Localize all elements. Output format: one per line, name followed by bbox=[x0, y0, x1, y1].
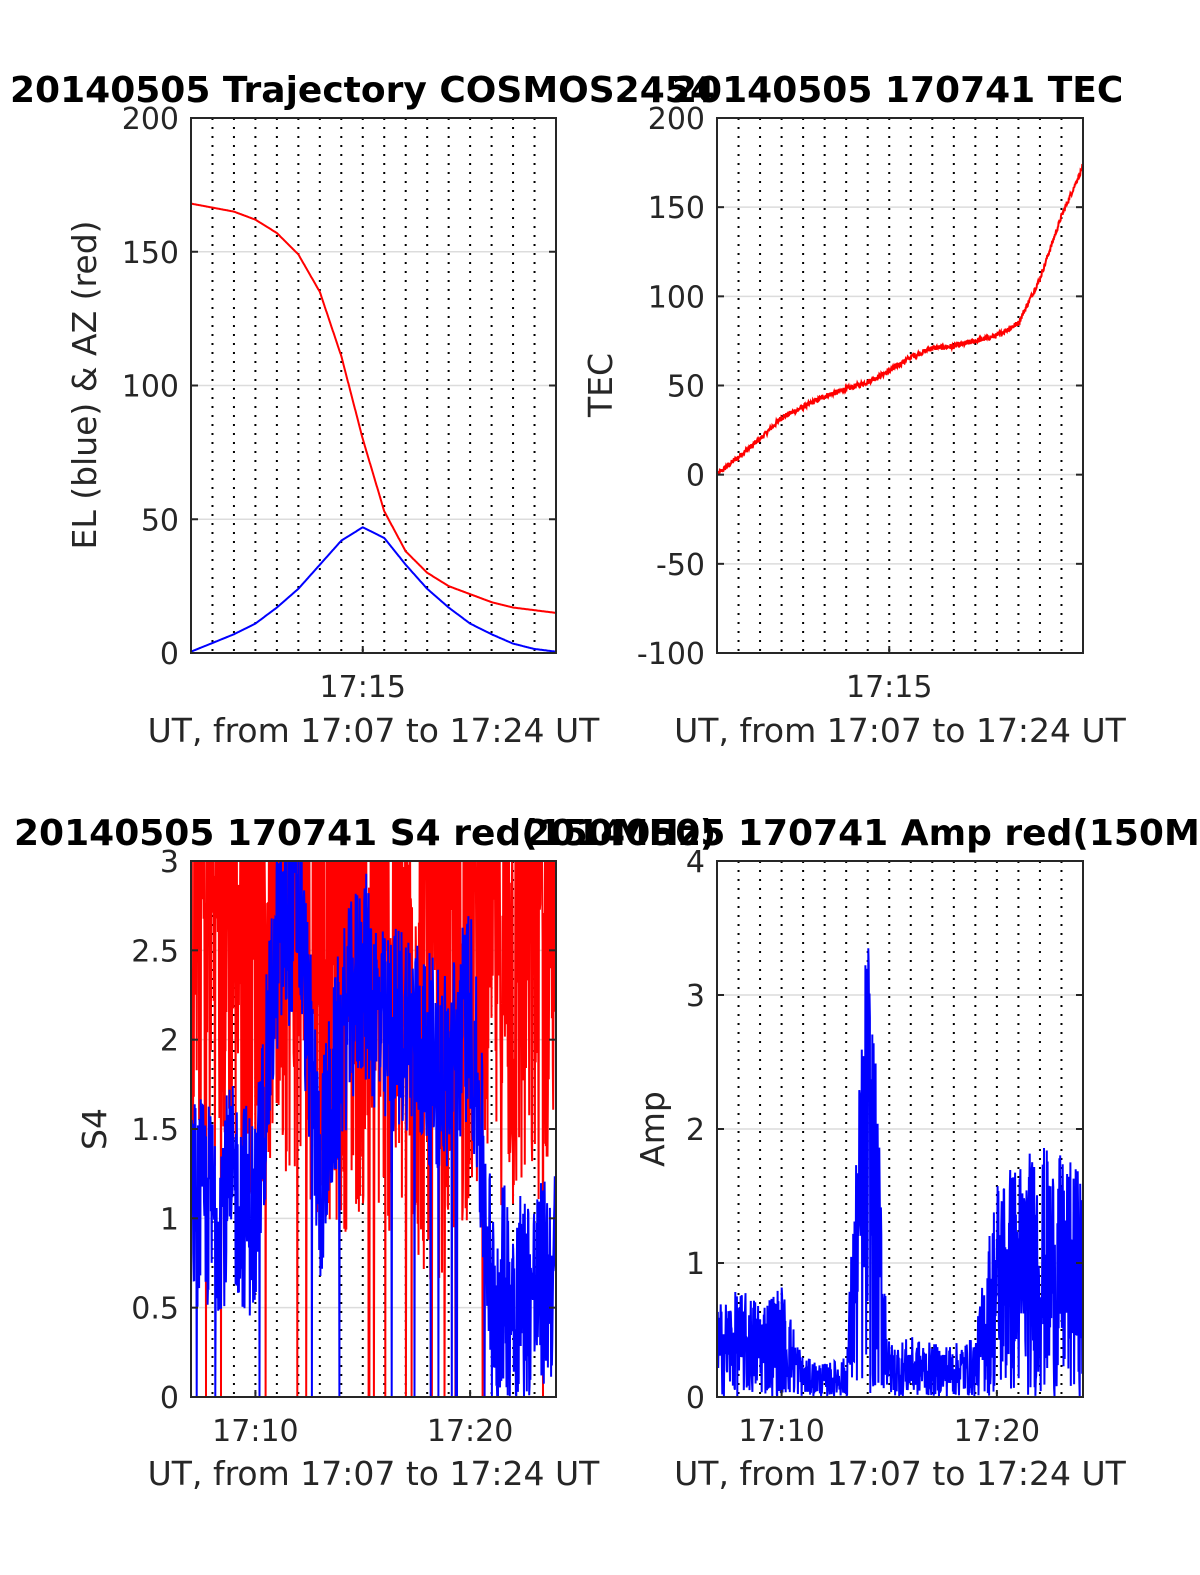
y-axis-label: TEC bbox=[581, 353, 620, 418]
x-tick-label: 17:10 bbox=[212, 1414, 298, 1449]
y-tick-label: 0.5 bbox=[131, 1292, 179, 1327]
y-tick-label: 3 bbox=[686, 979, 705, 1014]
series-group bbox=[717, 948, 1083, 1397]
y-axis-label: S4 bbox=[75, 1108, 114, 1150]
chart-title: 20140505 170741 TEC bbox=[672, 70, 1123, 111]
series-group bbox=[191, 202, 556, 653]
chart-panel-1: 0 50 100 150 200 17:15 UT, from 17:07 to 17:24… bbox=[10, 70, 715, 750]
y-tick-label: 150 bbox=[122, 236, 179, 271]
chart-panel-4: 0 1 2 3 4 17:10 17:20 UT, from 17:07 to 17:24 U… bbox=[525, 813, 1200, 1493]
y-tick-label: 4 bbox=[686, 845, 705, 880]
chart-title: 20140505 Trajectory COSMOS2454 bbox=[10, 70, 715, 111]
y-tick-label: 200 bbox=[122, 102, 179, 137]
x-tick-label: 17:10 bbox=[738, 1414, 824, 1449]
series-line-2 bbox=[191, 526, 556, 653]
chart-panel-2: -100 -50 0 50 100 150 200 17:15 UT, from 17:07 t… bbox=[581, 70, 1127, 750]
y-axis-label: Amp bbox=[633, 1091, 672, 1167]
x-tick-label: 17:20 bbox=[427, 1414, 513, 1449]
y-tick-label: 1 bbox=[686, 1247, 705, 1282]
y-tick-label: 100 bbox=[648, 280, 705, 315]
x-axis-label: UT, from 17:07 to 17:24 UT bbox=[674, 711, 1127, 750]
x-tick-label: 17:20 bbox=[954, 1414, 1040, 1449]
x-axis-label: UT, from 17:07 to 17:24 UT bbox=[674, 1454, 1127, 1493]
x-axis-label: UT, from 17:07 to 17:24 UT bbox=[148, 1454, 601, 1493]
x-tick-label: 17:15 bbox=[320, 670, 406, 705]
y-tick-label: 100 bbox=[122, 370, 179, 405]
y-tick-label: 150 bbox=[648, 191, 705, 226]
y-tick-label: 2 bbox=[160, 1024, 179, 1059]
x-tick-label: 17:15 bbox=[846, 670, 932, 705]
y-tick-label: -100 bbox=[637, 637, 705, 672]
series-line-1 bbox=[717, 163, 1083, 476]
y-tick-label: 0 bbox=[686, 1381, 705, 1416]
series-line-1 bbox=[191, 202, 556, 614]
series-group bbox=[191, 861, 556, 1397]
series-group bbox=[717, 163, 1083, 476]
y-axis-label: EL (blue) & AZ (red) bbox=[65, 220, 104, 549]
y-tick-label: 1 bbox=[160, 1202, 179, 1237]
y-tick-label: 0 bbox=[160, 637, 179, 672]
y-tick-label: 2 bbox=[686, 1113, 705, 1148]
y-tick-label: 200 bbox=[648, 102, 705, 137]
y-tick-label: 0 bbox=[160, 1381, 179, 1416]
chart-title: 20140505 170741 S4 red(150MHz) bbox=[14, 813, 716, 854]
y-tick-label: 2.5 bbox=[131, 934, 179, 969]
x-axis-label: UT, from 17:07 to 17:24 UT bbox=[148, 711, 601, 750]
series-line-2 bbox=[191, 861, 556, 1397]
y-tick-label: 0 bbox=[686, 459, 705, 494]
chart-title: 20140505 170741 Amp red(150MHz) bbox=[525, 813, 1200, 854]
series-line-2 bbox=[717, 948, 1083, 1397]
y-tick-label: -50 bbox=[656, 548, 705, 583]
y-tick-label: 3 bbox=[160, 845, 179, 880]
chart-panel-3: 0 0.5 1 1.5 2 2.5 3 17:10 17:20 UT, from 17:07 to… bbox=[14, 813, 716, 1493]
y-tick-label: 1.5 bbox=[131, 1113, 179, 1148]
y-tick-label: 50 bbox=[141, 503, 179, 538]
y-tick-label: 50 bbox=[667, 370, 705, 405]
